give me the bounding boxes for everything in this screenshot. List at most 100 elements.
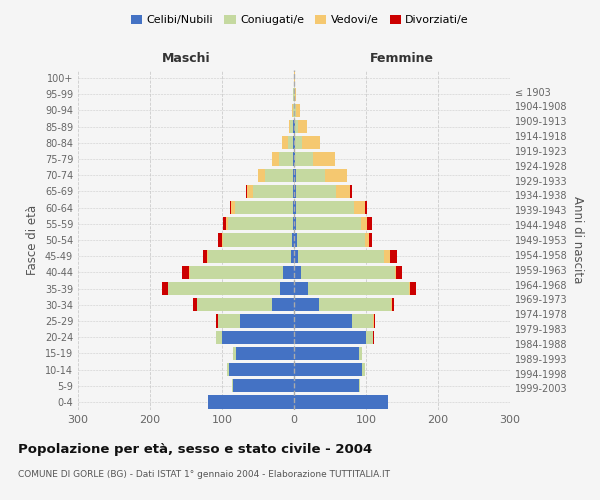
Bar (265, 168, 293, 182)
Bar (208, 396, 294, 408)
Bar (409, 282, 410, 295)
Bar (223, 217, 226, 230)
Bar (294, 266, 301, 279)
Bar (293, 217, 294, 230)
Bar (365, 201, 367, 214)
Y-axis label: Fasce di età: Fasce di età (26, 205, 39, 275)
Bar (236, 346, 294, 360)
Bar (294, 72, 295, 85)
Bar (294, 346, 359, 360)
Bar (297, 234, 365, 246)
Bar (294, 363, 362, 376)
Text: Maschi: Maschi (161, 52, 211, 65)
Bar (298, 250, 384, 263)
Bar (294, 201, 296, 214)
Bar (258, 168, 265, 182)
Bar (222, 330, 294, 344)
Bar (292, 234, 294, 246)
Bar (218, 314, 240, 328)
Bar (291, 250, 294, 263)
Bar (168, 282, 280, 295)
Bar (240, 314, 294, 328)
Bar (295, 120, 298, 134)
Bar (190, 266, 283, 279)
Bar (227, 363, 229, 376)
Bar (247, 185, 253, 198)
Bar (232, 379, 233, 392)
Bar (292, 104, 293, 117)
Bar (369, 234, 373, 246)
Bar (295, 152, 313, 166)
Bar (207, 250, 208, 263)
Legend: Celibi/Nubili, Coniugati/e, Vedovi/e, Divorziati/e: Celibi/Nubili, Coniugati/e, Vedovi/e, Di… (127, 10, 473, 30)
Bar (216, 330, 222, 344)
Bar (293, 201, 294, 214)
Bar (384, 250, 390, 263)
Bar (233, 379, 294, 392)
Bar (295, 136, 302, 149)
Bar (395, 266, 396, 279)
Bar (189, 266, 190, 279)
Bar (232, 201, 235, 214)
Bar (279, 152, 293, 166)
Bar (294, 152, 295, 166)
Y-axis label: Anni di nascita: Anni di nascita (571, 196, 584, 284)
Bar (359, 346, 362, 360)
Bar (294, 104, 296, 117)
Bar (208, 250, 291, 263)
Bar (366, 330, 373, 344)
Bar (226, 217, 228, 230)
Bar (218, 234, 222, 246)
Bar (294, 379, 359, 392)
Bar (410, 282, 416, 295)
Bar (396, 266, 402, 279)
Bar (293, 104, 294, 117)
Bar (336, 185, 350, 198)
Bar (374, 314, 376, 328)
Bar (294, 185, 296, 198)
Bar (229, 363, 294, 376)
Bar (296, 168, 325, 182)
Bar (319, 298, 391, 312)
Bar (296, 185, 336, 198)
Bar (280, 282, 294, 295)
Text: Popolazione per età, sesso e stato civile - 2004: Popolazione per età, sesso e stato civil… (18, 442, 372, 456)
Bar (296, 104, 300, 117)
Bar (287, 136, 293, 149)
Bar (294, 282, 308, 295)
Bar (298, 120, 307, 134)
Bar (367, 217, 373, 230)
Bar (293, 185, 294, 198)
Bar (294, 136, 295, 149)
Bar (294, 314, 352, 328)
Bar (294, 88, 295, 101)
Bar (392, 298, 394, 312)
Bar (223, 234, 292, 246)
Bar (301, 266, 395, 279)
Bar (365, 234, 369, 246)
Bar (293, 152, 294, 166)
Bar (216, 314, 218, 328)
Bar (325, 168, 347, 182)
Bar (350, 185, 352, 198)
Bar (354, 201, 365, 214)
Bar (294, 396, 388, 408)
Bar (359, 379, 360, 392)
Bar (373, 314, 374, 328)
Bar (272, 152, 279, 166)
Bar (294, 168, 296, 182)
Bar (294, 234, 297, 246)
Text: COMUNE DI GORLE (BG) - Dati ISTAT 1° gennaio 2004 - Elaborazione TUTTITALIA.IT: COMUNE DI GORLE (BG) - Dati ISTAT 1° gen… (18, 470, 390, 479)
Bar (289, 120, 290, 134)
Bar (293, 136, 294, 149)
Bar (296, 217, 361, 230)
Bar (390, 250, 397, 263)
Bar (293, 120, 294, 134)
Bar (182, 266, 189, 279)
Bar (313, 152, 335, 166)
Bar (373, 330, 374, 344)
Bar (352, 314, 373, 328)
Bar (294, 298, 319, 312)
Bar (283, 266, 294, 279)
Bar (293, 88, 294, 101)
